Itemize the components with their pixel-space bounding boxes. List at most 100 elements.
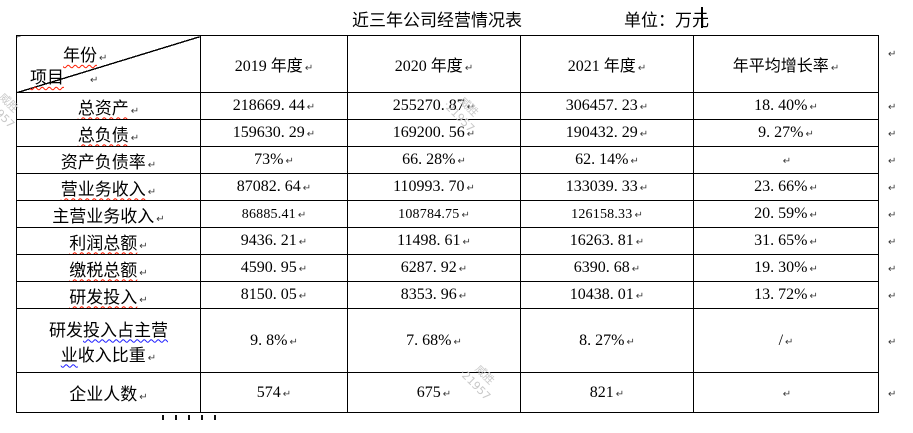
cell-r7-c3[interactable]: 13. 72% ↵ xyxy=(693,281,879,309)
formatting-mark-icon: ↵ xyxy=(282,388,292,400)
cell-r2-c1[interactable]: 66. 28% ↵ xyxy=(347,146,521,174)
cell-r9-c3[interactable]: ↵ xyxy=(693,372,879,413)
row-label-7[interactable]: 研发投入 ↵ xyxy=(16,281,201,309)
cell-r4-c1[interactable]: 108784.75 ↵ xyxy=(347,200,521,228)
label-text: 项目 xyxy=(30,68,64,87)
row-label-2[interactable]: 资产负债率 ↵ xyxy=(16,146,201,174)
cell-r3-c3[interactable]: 23. 66% ↵ xyxy=(693,173,879,201)
label-text: 研发 xyxy=(49,320,83,340)
formatting-mark-icon: ↵ xyxy=(466,102,476,113)
cell-value: 73% xyxy=(254,151,284,168)
cell-r7-c0[interactable]: 8150. 05 ↵ xyxy=(200,281,348,309)
formatting-mark-icon: ↵ xyxy=(304,63,314,74)
cell-r2-c3[interactable]: ↵ xyxy=(693,146,879,174)
formatting-mark-icon: ↵ xyxy=(466,183,475,194)
formatting-mark-icon: ↵ xyxy=(302,183,312,194)
cell-r0-c2[interactable]: 306457. 23 ↵ xyxy=(520,92,694,120)
operations-table[interactable]: 年份 ↵ 项目 ↵ 2019 年度 ↵ 2020 年度 ↵ 2021 年度 ↵ 年平均增长率 ↵ ↵ 总资… xyxy=(16,35,905,413)
cell-r8-c1[interactable]: 7. 68% ↵ xyxy=(347,308,521,373)
cell-r6-c1[interactable]: 6287. 92 ↵ xyxy=(347,254,521,282)
formatting-mark-icon: ↵ xyxy=(888,183,897,194)
formatting-mark-icon: ↵ xyxy=(634,210,643,221)
cell-r3-c2[interactable]: 133039. 33 ↵ xyxy=(520,173,694,201)
formatting-mark-icon: ↵ xyxy=(635,237,645,248)
cell-r2-c0[interactable]: 73% ↵ xyxy=(200,146,348,174)
row-label-6[interactable]: 缴税总额 ↵ xyxy=(16,254,201,282)
row-label-5[interactable]: 利润总额 ↵ xyxy=(16,227,201,255)
cell-r3-c1[interactable]: 110993. 70 ↵ xyxy=(347,173,521,201)
column-header-2[interactable]: 2021 年度 ↵ xyxy=(520,35,694,93)
cell-r5-c1[interactable]: 11498. 61 ↵ xyxy=(347,227,521,255)
cell-value: 169200. 56 xyxy=(392,124,465,141)
cell-r8-c3[interactable]: / ↵ xyxy=(693,308,879,373)
cell-r6-c2[interactable]: 6390. 68 ↵ xyxy=(520,254,694,282)
cell-r2-c2[interactable]: 62. 14% ↵ xyxy=(520,146,694,174)
column-header-1[interactable]: 2020 年度 ↵ xyxy=(347,35,521,93)
row-label-4[interactable]: 主营业务收入 ↵ xyxy=(16,200,201,228)
row-label-8[interactable]: 研发投入占主营 业收入比重 ↵ xyxy=(16,308,201,373)
cell-r0-c3[interactable]: 18. 40% ↵ xyxy=(693,92,879,120)
row-end-mark: ↵ xyxy=(878,146,905,174)
cell-r9-c2[interactable]: 821 ↵ xyxy=(520,372,694,413)
cell-r9-c0[interactable]: 574 ↵ xyxy=(200,372,348,413)
cell-value: / xyxy=(778,331,784,349)
cell-r4-c2[interactable]: 126158.33 ↵ xyxy=(520,200,694,228)
formatting-mark-icon: ↵ xyxy=(453,336,462,348)
formatting-mark-icon: ↵ xyxy=(809,210,818,221)
cell-r9-c1[interactable]: 675 ↵ xyxy=(347,372,521,413)
cell-r6-c3[interactable]: 19. 30% ↵ xyxy=(693,254,879,282)
formatting-mark-icon: ↵ xyxy=(888,156,897,167)
row-label-line: 资产负债率 ↵ xyxy=(18,148,200,173)
cell-value: 574 xyxy=(256,383,281,401)
cell-r5-c3[interactable]: 31. 65% ↵ xyxy=(693,227,879,255)
formatting-mark-icon: ↵ xyxy=(830,63,840,74)
cell-value: 87082. 64 xyxy=(236,178,301,195)
formatting-mark-icon: ↵ xyxy=(888,102,897,113)
row-label-3[interactable]: 营业务收入 ↵ xyxy=(16,173,201,201)
column-header-text: 2021 年度 xyxy=(567,58,636,75)
formatting-mark-icon: ↵ xyxy=(888,210,897,221)
cell-r8-c2[interactable]: 8. 27% ↵ xyxy=(520,308,694,373)
formatting-mark-icon: ↵ xyxy=(442,388,452,400)
formatting-mark-icon: ↵ xyxy=(298,237,308,248)
row-end-mark: ↵ xyxy=(878,92,905,120)
unit-label[interactable]: 单位：万元 xyxy=(624,11,709,30)
cell-r1-c3[interactable]: 9. 27% ↵ xyxy=(693,119,879,147)
cell-value: 9. 27% xyxy=(758,124,804,141)
cell-r5-c0[interactable]: 9436. 21 ↵ xyxy=(200,227,348,255)
formatting-mark-icon: ↵ xyxy=(99,53,108,64)
cell-value: 126158.33 xyxy=(571,207,633,222)
row-label-1[interactable]: 总负债 ↵ xyxy=(16,119,201,147)
cell-value: 6287. 92 xyxy=(400,259,457,276)
row-end-mark: ↵ xyxy=(878,35,905,93)
row-label-9[interactable]: 企业人数 ↵ xyxy=(16,372,201,413)
cell-r7-c2[interactable]: 10438. 01 ↵ xyxy=(520,281,694,309)
cell-r3-c0[interactable]: 87082. 64 ↵ xyxy=(200,173,348,201)
cell-r6-c0[interactable]: 4590. 95 ↵ xyxy=(200,254,348,282)
formatting-mark-icon: ↵ xyxy=(785,336,794,348)
cell-r1-c0[interactable]: 159630. 29 ↵ xyxy=(200,119,348,147)
cell-r1-c2[interactable]: 190432. 29 ↵ xyxy=(520,119,694,147)
cell-r1-c1[interactable]: 169200. 56 ↵ xyxy=(347,119,521,147)
cell-r0-c1[interactable]: 255270. 87 ↵ xyxy=(347,92,521,120)
cell-value: 23. 66% xyxy=(754,178,808,195)
formatting-mark-icon: ↵ xyxy=(888,388,897,400)
cell-r8-c0[interactable]: 9. 8% ↵ xyxy=(200,308,348,373)
column-header-text: 2020 年度 xyxy=(394,58,463,75)
row-label-0[interactable]: 总资产 ↵ xyxy=(16,92,201,120)
cell-value: 108784.75 xyxy=(398,207,460,222)
column-header-0[interactable]: 2019 年度 ↵ xyxy=(200,35,348,93)
formatting-mark-icon: ↵ xyxy=(297,210,307,221)
cell-r4-c3[interactable]: 20. 59% ↵ xyxy=(693,200,879,228)
cell-r7-c1[interactable]: 8353. 96 ↵ xyxy=(347,281,521,309)
cell-r4-c0[interactable]: 86885.41 ↵ xyxy=(200,200,348,228)
formatting-mark-icon: ↵ xyxy=(458,264,468,275)
table-title[interactable]: 近三年公司经营情况表 xyxy=(352,11,522,30)
corner-cell-year-item[interactable]: 年份 ↵ 项目 ↵ xyxy=(16,35,201,93)
cell-r5-c2[interactable]: 16263. 81 ↵ xyxy=(520,227,694,255)
cell-value: 7. 68% xyxy=(406,331,452,349)
column-header-3[interactable]: 年平均增长率 ↵ xyxy=(693,35,879,93)
cell-r0-c0[interactable]: 218669. 44 ↵ xyxy=(200,92,348,120)
row-end-mark: ↵ xyxy=(878,227,905,255)
formatting-mark-icon: ↵ xyxy=(888,291,897,302)
